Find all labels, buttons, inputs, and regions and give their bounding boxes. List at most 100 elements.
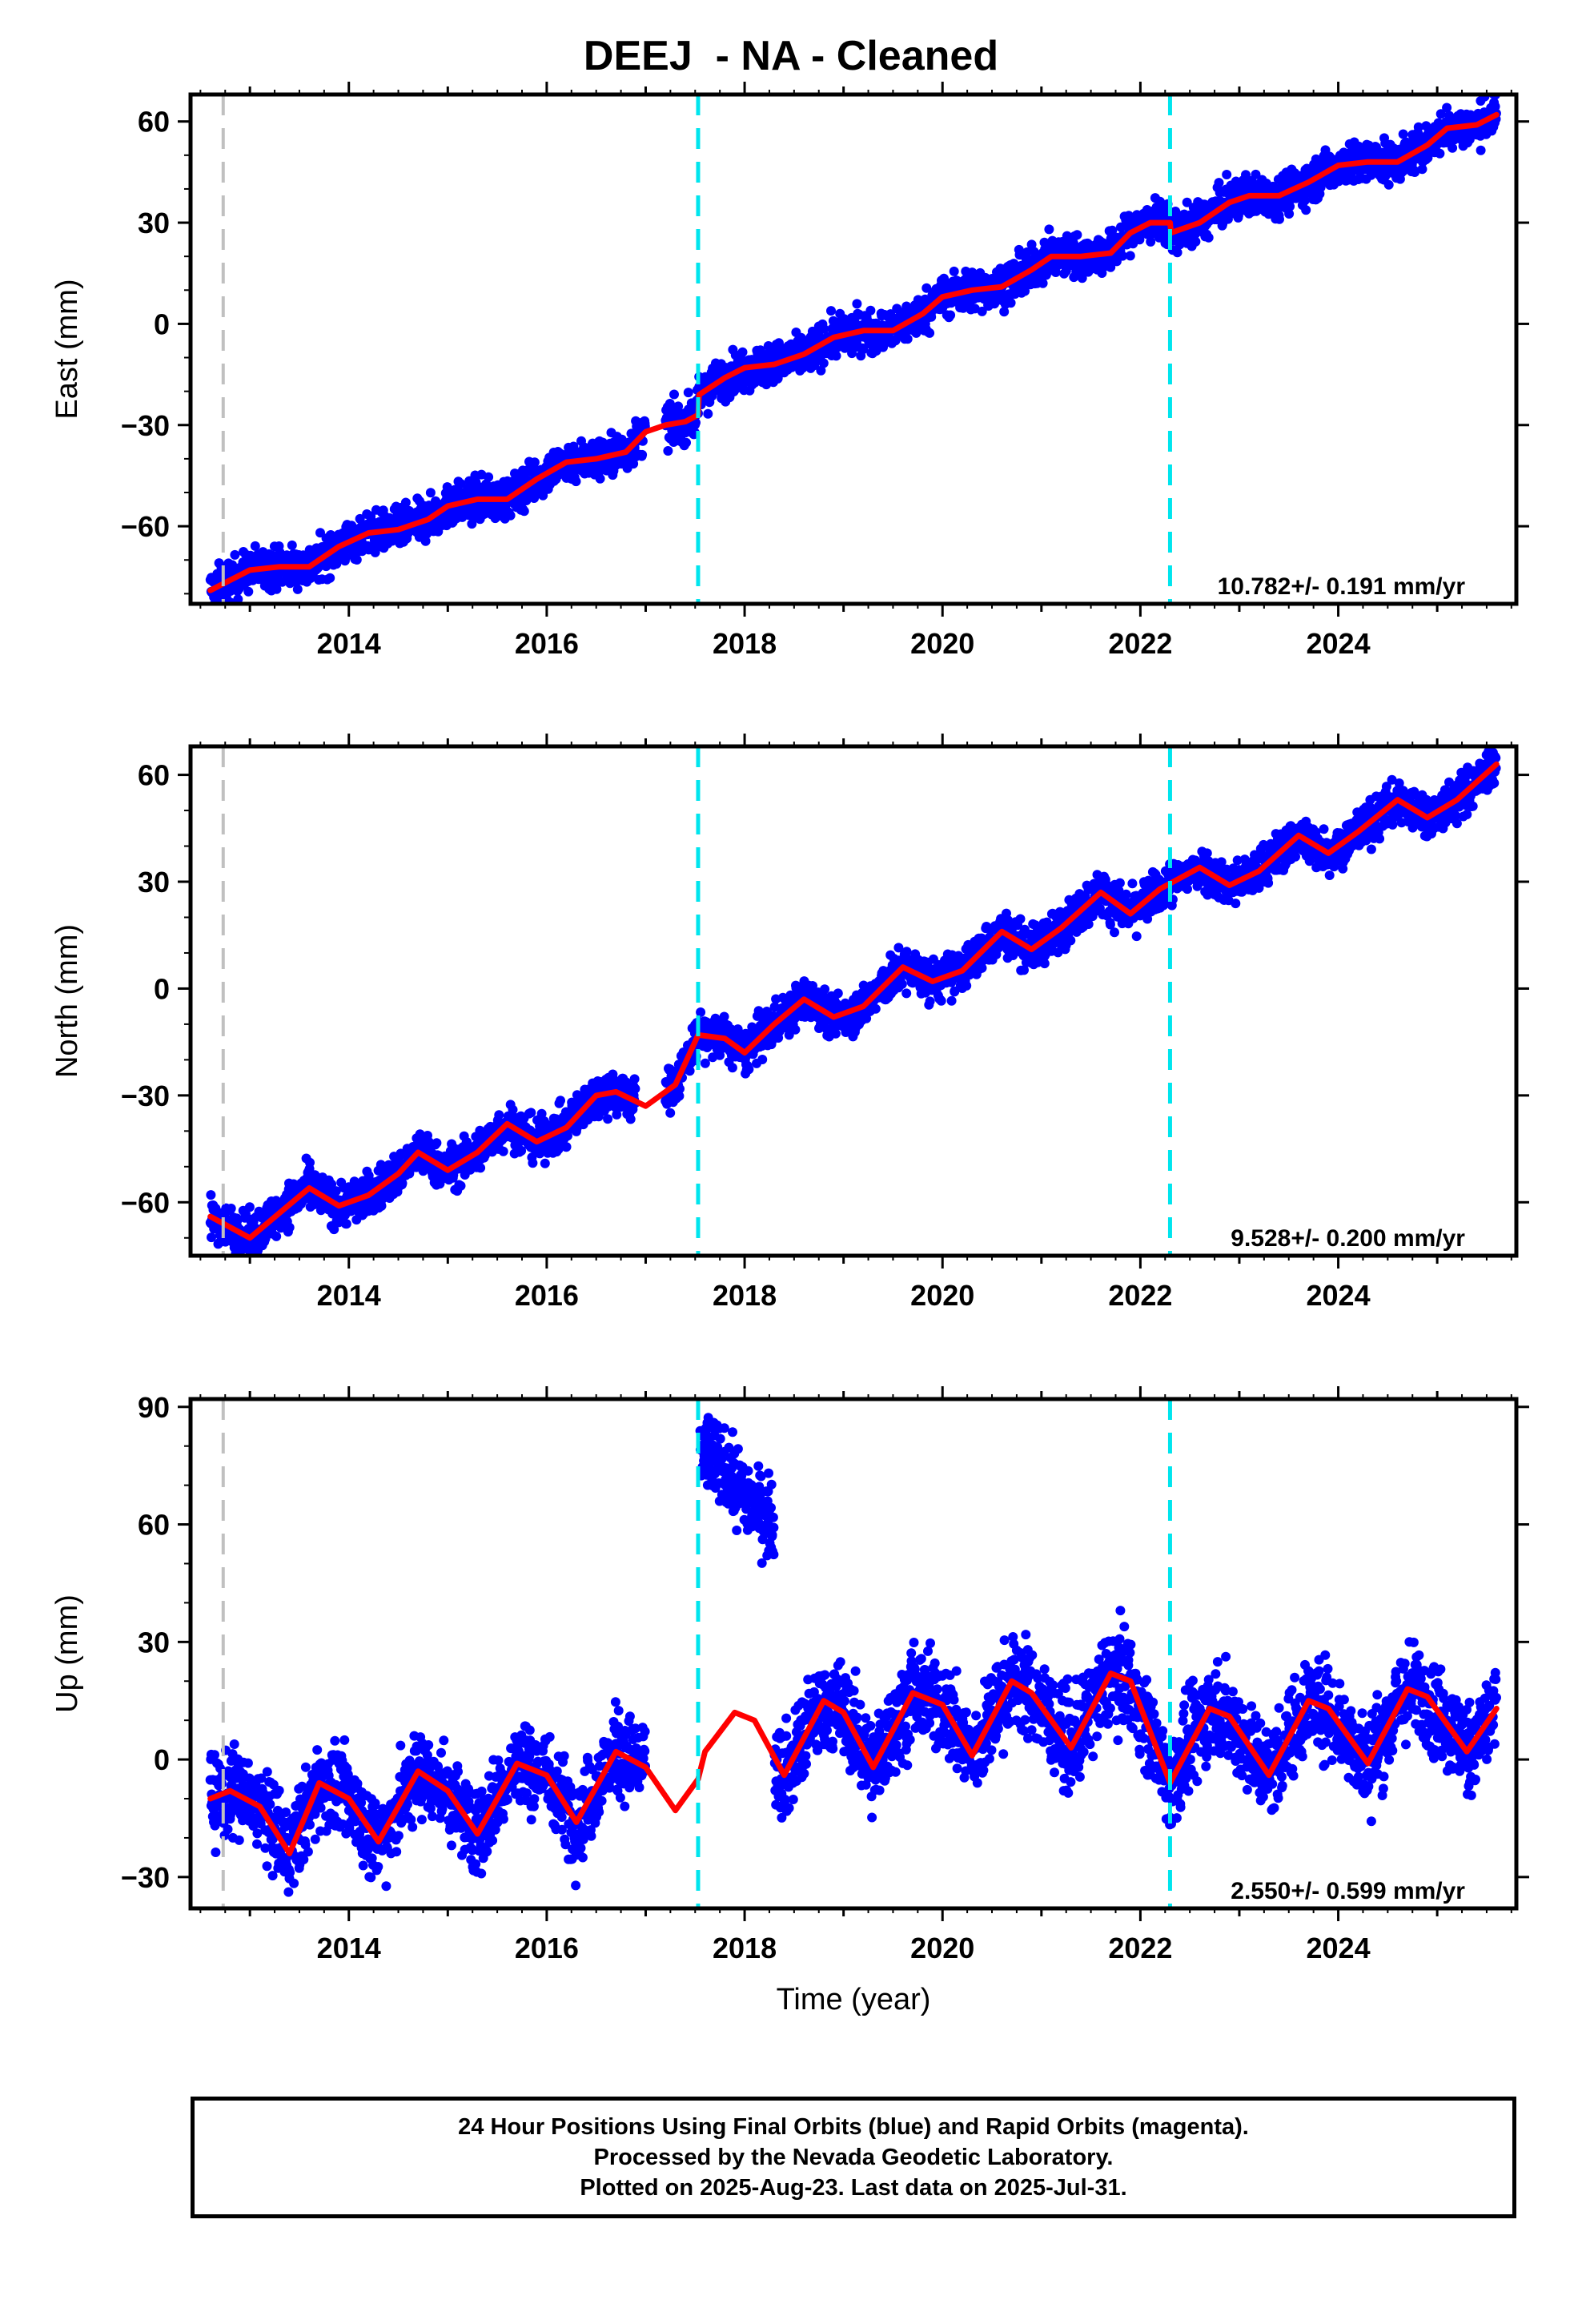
data-point	[818, 358, 829, 368]
data-point	[1398, 129, 1408, 139]
data-point	[681, 437, 691, 448]
data-point	[1020, 286, 1030, 296]
data-point	[925, 328, 935, 338]
data-point	[603, 1114, 613, 1124]
x-tick-label: 2014	[317, 627, 381, 660]
data-point	[498, 1146, 508, 1156]
data-point	[325, 573, 335, 583]
data-point	[1223, 214, 1233, 224]
data-point	[528, 1158, 538, 1168]
data-point	[999, 307, 1010, 317]
data-point	[629, 1074, 640, 1084]
data-point	[685, 1066, 695, 1076]
data-point	[852, 299, 862, 309]
chart-title: DEEJ - NA - Cleaned	[583, 33, 999, 79]
data-point	[519, 506, 529, 517]
data-point	[1203, 232, 1214, 243]
data-points	[205, 94, 1501, 604]
data-point	[1299, 195, 1310, 206]
data-point	[315, 528, 325, 538]
data-points	[205, 746, 1501, 1256]
data-point	[808, 981, 817, 991]
x-tick-label: 2018	[713, 627, 777, 660]
velocity-label: 10.782+/- 0.191 mm/yr	[1218, 573, 1466, 600]
data-point	[355, 513, 365, 524]
data-point	[719, 1011, 729, 1022]
data-point	[1182, 197, 1192, 207]
data-point	[329, 1224, 339, 1235]
data-point	[1383, 179, 1394, 190]
data-point	[1285, 201, 1295, 211]
data-point	[625, 1114, 636, 1124]
data-point	[977, 306, 987, 316]
data-point	[370, 547, 380, 557]
data-point	[727, 1063, 737, 1073]
data-point	[1251, 169, 1261, 179]
data-point	[568, 441, 579, 452]
y-tick-label: 60	[138, 106, 170, 139]
data-point	[1006, 298, 1016, 308]
data-point	[341, 1219, 351, 1229]
data-point	[612, 1109, 622, 1120]
model-fit-line	[207, 111, 1500, 593]
data-point	[494, 1110, 504, 1120]
data-point	[753, 1006, 764, 1016]
data-point	[526, 1108, 536, 1118]
data-point	[816, 365, 826, 376]
data-point	[425, 488, 436, 498]
data-point	[1301, 205, 1311, 215]
plot-frame	[188, 92, 1519, 606]
data-point	[1417, 164, 1427, 175]
plot-area	[205, 746, 1501, 1256]
data-point	[211, 1204, 221, 1213]
data-point	[628, 459, 639, 469]
data-point	[831, 351, 841, 361]
data-point	[665, 1108, 676, 1118]
data-point	[420, 536, 431, 546]
data-point	[561, 1142, 572, 1152]
data-point	[376, 1200, 387, 1211]
data-point	[563, 1131, 572, 1141]
data-point	[1118, 251, 1128, 261]
data-point	[1044, 224, 1054, 235]
data-point	[305, 1157, 315, 1168]
x-tick-label: 2016	[515, 627, 579, 660]
data-point	[536, 1108, 547, 1119]
data-point	[700, 1058, 710, 1068]
data-point	[484, 472, 494, 482]
data-point	[341, 552, 351, 562]
x-tick-label: 2024	[1307, 627, 1371, 660]
data-point	[1022, 247, 1032, 257]
data-point	[327, 1179, 337, 1189]
data-point	[571, 476, 581, 487]
data-point	[669, 389, 679, 400]
y-tick-label: 0	[154, 308, 170, 340]
data-point	[271, 584, 282, 594]
data-point	[456, 1180, 466, 1191]
y-tick-label: −30	[121, 409, 170, 442]
data-point	[321, 561, 331, 572]
data-point	[946, 310, 956, 320]
data-point	[456, 479, 466, 489]
data-point	[206, 1190, 216, 1200]
y-axis-title: East (mm)	[50, 279, 84, 419]
data-point	[1072, 230, 1082, 240]
data-point	[1476, 145, 1486, 155]
data-point	[1423, 153, 1433, 163]
data-point	[1172, 247, 1182, 258]
data-point	[1106, 262, 1116, 272]
data-point	[243, 586, 254, 597]
data-point	[1125, 251, 1135, 261]
data-point	[1284, 209, 1295, 219]
data-point	[540, 1158, 550, 1168]
data-point	[287, 540, 297, 550]
data-point	[400, 497, 411, 508]
data-point	[1291, 193, 1301, 203]
data-point	[1241, 170, 1251, 180]
data-point	[926, 312, 937, 322]
data-point	[595, 473, 605, 484]
data-point	[1275, 214, 1284, 224]
y-tick-label: 30	[138, 207, 170, 239]
